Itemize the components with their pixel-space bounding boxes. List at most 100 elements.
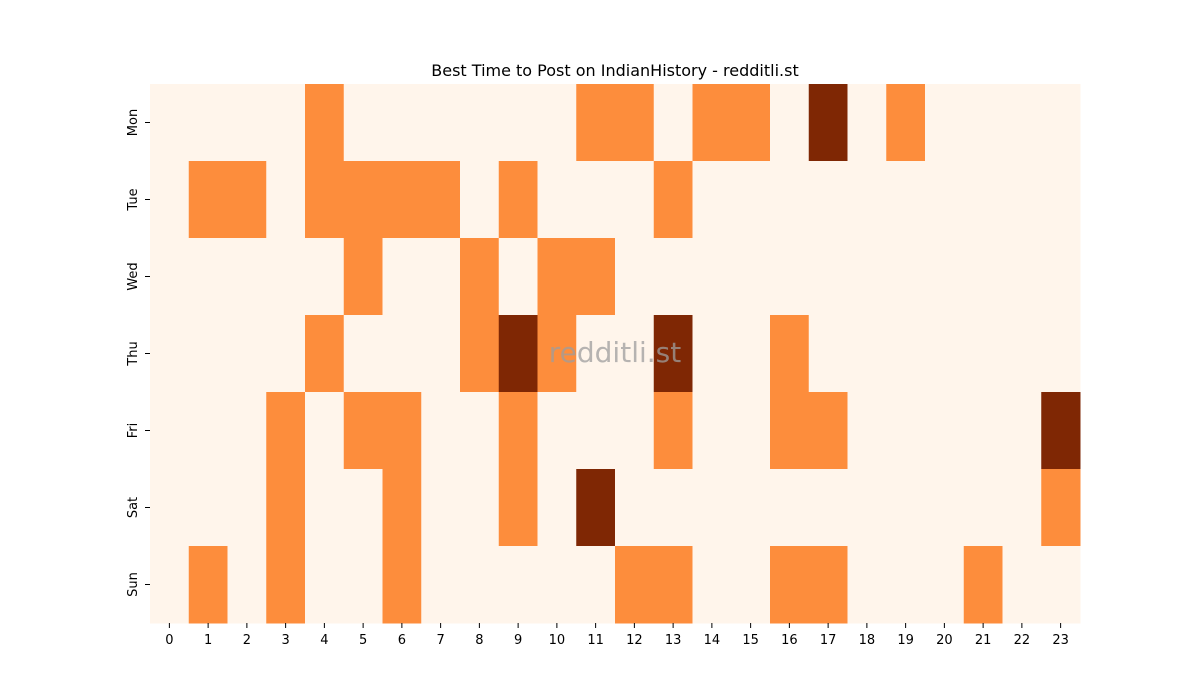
heatmap-cell-tue-23 <box>1041 161 1081 239</box>
heatmap-cell-sat-15 <box>731 469 771 547</box>
x-tick-label-2: 2 <box>243 633 251 648</box>
heatmap-cell-thu-17 <box>808 315 848 393</box>
heatmap-cell-sat-6 <box>382 469 422 547</box>
heatmap-cell-sat-14 <box>692 469 732 547</box>
heatmap-cell-wed-1 <box>188 238 228 316</box>
heatmap-cell-wed-14 <box>692 238 732 316</box>
heatmap-cell-tue-4 <box>305 161 345 239</box>
x-tick-label-6: 6 <box>398 633 406 648</box>
heatmap-cell-sun-10 <box>537 546 577 624</box>
heatmap-cell-sun-21 <box>963 546 1003 624</box>
heatmap-cell-wed-20 <box>925 238 965 316</box>
y-tick-label-tue: Tue <box>126 188 141 211</box>
heatmap-cell-wed-9 <box>498 238 538 316</box>
heatmap-cell-thu-5 <box>343 315 383 393</box>
x-tick-label-19: 19 <box>897 633 914 648</box>
heatmap-cell-sat-19 <box>886 469 926 547</box>
heatmap-cell-mon-16 <box>770 84 810 162</box>
heatmap-cell-tue-2 <box>227 161 267 239</box>
heatmap-cell-sun-4 <box>305 546 345 624</box>
x-tick-label-21: 21 <box>975 633 992 648</box>
heatmap-cell-fri-20 <box>925 392 965 470</box>
x-tick-label-18: 18 <box>859 633 876 648</box>
heatmap-cell-sun-20 <box>925 546 965 624</box>
heatmap-cell-wed-8 <box>460 238 500 316</box>
heatmap-cell-fri-18 <box>847 392 887 470</box>
x-tick-label-5: 5 <box>359 633 367 648</box>
heatmap-cell-sun-12 <box>615 546 655 624</box>
heatmap-cell-sat-21 <box>963 469 1003 547</box>
x-tick-label-15: 15 <box>742 633 759 648</box>
heatmap-cell-mon-17 <box>808 84 848 162</box>
heatmap-cell-sun-23 <box>1041 546 1081 624</box>
heatmap-cell-sun-1 <box>188 546 228 624</box>
x-tick-label-20: 20 <box>936 633 953 648</box>
heatmap-cell-thu-15 <box>731 315 771 393</box>
x-tick-label-13: 13 <box>665 633 682 648</box>
heatmap-cell-fri-14 <box>692 392 732 470</box>
heatmap-cell-thu-20 <box>925 315 965 393</box>
heatmap-cell-mon-9 <box>498 84 538 162</box>
heatmap-cell-tue-11 <box>576 161 616 239</box>
heatmap-cell-sat-23 <box>1041 469 1081 547</box>
x-tick-label-8: 8 <box>475 633 483 648</box>
heatmap-cell-mon-10 <box>537 84 577 162</box>
heatmap-cell-fri-12 <box>615 392 655 470</box>
x-tick-label-0: 0 <box>165 633 173 648</box>
heatmap-cell-fri-16 <box>770 392 810 470</box>
heatmap-cell-thu-16 <box>770 315 810 393</box>
heatmap-cell-thu-19 <box>886 315 926 393</box>
heatmap-cell-wed-3 <box>266 238 306 316</box>
heatmap-cell-wed-2 <box>227 238 267 316</box>
heatmap-cell-mon-23 <box>1041 84 1081 162</box>
heatmap-cell-sun-18 <box>847 546 887 624</box>
heatmap-cell-sat-22 <box>1002 469 1042 547</box>
heatmap-cell-mon-19 <box>886 84 926 162</box>
heatmap-cell-sat-17 <box>808 469 848 547</box>
x-tick-label-17: 17 <box>820 633 837 648</box>
heatmap-cell-fri-9 <box>498 392 538 470</box>
heatmap-cell-sat-1 <box>188 469 228 547</box>
heatmap-cell-mon-5 <box>343 84 383 162</box>
heatmap-cell-tue-20 <box>925 161 965 239</box>
heatmap-cell-sat-5 <box>343 469 383 547</box>
heatmap-cell-thu-22 <box>1002 315 1042 393</box>
heatmap-cell-fri-8 <box>460 392 500 470</box>
heatmap-cell-wed-10 <box>537 238 577 316</box>
heatmap-cell-thu-18 <box>847 315 887 393</box>
heatmap-cell-sun-17 <box>808 546 848 624</box>
heatmap-cell-fri-10 <box>537 392 577 470</box>
heatmap-cell-wed-7 <box>421 238 461 316</box>
heatmap-cell-mon-7 <box>421 84 461 162</box>
heatmap-cell-wed-23 <box>1041 238 1081 316</box>
x-tick-label-9: 9 <box>514 633 522 648</box>
x-tick-label-7: 7 <box>436 633 444 648</box>
heatmap-cell-wed-6 <box>382 238 422 316</box>
heatmap-cell-thu-11 <box>576 315 616 393</box>
heatmap-cell-tue-17 <box>808 161 848 239</box>
heatmap-cell-wed-15 <box>731 238 771 316</box>
heatmap-cell-thu-1 <box>188 315 228 393</box>
heatmap-cell-wed-21 <box>963 238 1003 316</box>
heatmap-cell-mon-4 <box>305 84 345 162</box>
heatmap-cell-mon-1 <box>188 84 228 162</box>
heatmap-cell-sun-7 <box>421 546 461 624</box>
heatmap-cell-sat-3 <box>266 469 306 547</box>
x-tick-label-1: 1 <box>204 633 212 648</box>
heatmap-cell-thu-8 <box>460 315 500 393</box>
heatmap-cell-sun-14 <box>692 546 732 624</box>
heatmap-cell-mon-13 <box>653 84 693 162</box>
heatmap-cell-sat-8 <box>460 469 500 547</box>
heatmap-cell-thu-13 <box>653 315 693 393</box>
heatmap-cell-wed-5 <box>343 238 383 316</box>
y-axis: Mon Tue Wed Thu Fri Sat Sun <box>126 109 150 597</box>
y-tick-label-wed: Wed <box>126 262 141 290</box>
heatmap-cell-mon-11 <box>576 84 616 162</box>
heatmap-cell-thu-2 <box>227 315 267 393</box>
y-tick-label-mon: Mon <box>126 109 141 136</box>
heatmap-cell-sat-20 <box>925 469 965 547</box>
heatmap-cell-mon-15 <box>731 84 771 162</box>
heatmap-cell-thu-21 <box>963 315 1003 393</box>
heatmap-cell-mon-6 <box>382 84 422 162</box>
